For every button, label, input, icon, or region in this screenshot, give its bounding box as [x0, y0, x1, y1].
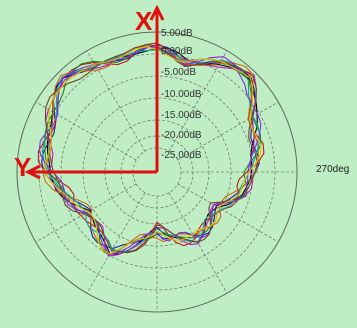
grid-spoke: [177, 183, 279, 243]
angle-label-270: 270deg: [316, 164, 349, 175]
y-arrowhead-icon: [24, 164, 41, 180]
y-axis-label: Y: [14, 152, 31, 182]
ring-label: 0.00dB: [161, 46, 193, 57]
ring-label: 5.00dB: [161, 28, 193, 39]
pattern-trace: [41, 49, 261, 252]
x-arrowhead-icon: [149, 4, 165, 21]
x-axis-label: X: [135, 6, 153, 36]
grid-spoke: [168, 50, 228, 152]
axis-arrows: X Y: [14, 4, 165, 182]
grid-spoke: [168, 192, 228, 294]
grid-spoke: [177, 101, 279, 161]
ring-label: -10.00dB: [161, 89, 202, 100]
pattern-trace: [44, 44, 258, 254]
ring-label: -15.00dB: [161, 110, 202, 121]
pattern-traces: [37, 42, 265, 257]
pattern-trace: [42, 46, 259, 255]
grid-spoke: [86, 192, 146, 294]
ring-label: -5.00dB: [161, 67, 196, 78]
pattern-trace: [43, 46, 262, 255]
ring-label: -20.00dB: [161, 130, 202, 141]
pattern-trace: [38, 46, 262, 256]
ring-label: -25.00dB: [161, 150, 202, 161]
ring-labels: 5.00dB 0.00dB -5.00dB -10.00dB -15.00dB …: [161, 28, 202, 161]
